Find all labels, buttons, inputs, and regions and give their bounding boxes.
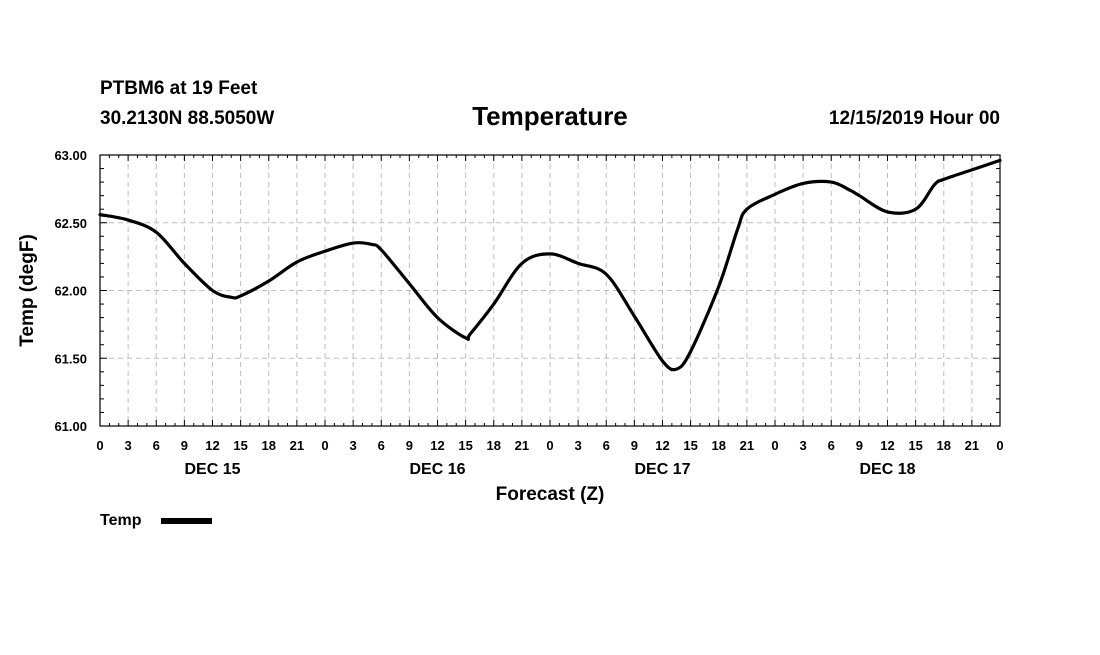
y-tick-label: 61.50 [54, 351, 87, 366]
x-tick-label: 3 [125, 438, 132, 453]
x-tick-label: 6 [153, 438, 160, 453]
chart-title: Temperature [472, 101, 628, 131]
x-axis-label: Forecast (Z) [496, 484, 605, 505]
x-day-label: DEC 16 [409, 461, 465, 478]
x-tick-label: 21 [965, 438, 979, 453]
x-tick-label: 15 [233, 438, 247, 453]
x-tick-label: 0 [96, 438, 103, 453]
coordinates-label: 30.2130N 88.5050W [100, 108, 274, 129]
x-day-label: DEC 15 [184, 461, 240, 478]
y-tick-label: 61.00 [54, 419, 87, 434]
axis-tick-labels: 0 3 6 9 12 15 18 21 0 3 6 9 12 15 18 21 0 3 6 9 12 15 18 21 0 3 6 9… [54, 148, 1003, 478]
series-line-temp [98, 158, 1002, 372]
x-tick-label: 12 [430, 438, 444, 453]
y-tick-label: 63.00 [54, 148, 87, 163]
x-tick-label: 12 [205, 438, 219, 453]
x-tick-label: 21 [290, 438, 304, 453]
x-tick-label: 18 [487, 438, 501, 453]
y-tick-label: 62.50 [54, 216, 87, 231]
x-tick-label: 15 [458, 438, 472, 453]
x-tick-label: 9 [181, 438, 188, 453]
x-tick-label: 12 [655, 438, 669, 453]
x-tick-label: 18 [262, 438, 276, 453]
x-tick-label: 21 [740, 438, 754, 453]
x-tick-label: 3 [800, 438, 807, 453]
grid-lines [100, 155, 1000, 426]
x-tick-label: 15 [683, 438, 697, 453]
station-label: PTBM6 at 19 Feet [100, 78, 258, 99]
y-axis-label: Temp (degF) [17, 234, 38, 347]
datetime-label: 12/15/2019 Hour 00 [829, 108, 1000, 129]
x-tick-label: 0 [771, 438, 778, 453]
x-tick-label: 3 [575, 438, 582, 453]
x-tick-label: 21 [515, 438, 529, 453]
x-tick-label: 15 [908, 438, 922, 453]
x-tick-label: 6 [603, 438, 610, 453]
x-tick-label: 0 [546, 438, 553, 453]
x-day-label: DEC 17 [634, 461, 690, 478]
plot-frame [99, 154, 1001, 427]
legend-label-temp: Temp [100, 512, 142, 529]
x-day-label: DEC 18 [859, 461, 915, 478]
y-tick-label: 62.00 [54, 284, 87, 299]
x-tick-label: 18 [937, 438, 951, 453]
x-tick-label: 9 [631, 438, 638, 453]
x-tick-label: 9 [856, 438, 863, 453]
x-tick-label: 18 [712, 438, 726, 453]
x-tick-label: 12 [880, 438, 894, 453]
x-tick-label: 6 [378, 438, 385, 453]
x-tick-label: 6 [828, 438, 835, 453]
x-tick-label: 3 [350, 438, 357, 453]
legend: Temp [100, 512, 212, 529]
series-layer [98, 158, 1002, 372]
x-tick-label: 9 [406, 438, 413, 453]
x-tick-label: 0 [996, 438, 1003, 453]
x-tick-label: 0 [321, 438, 328, 453]
